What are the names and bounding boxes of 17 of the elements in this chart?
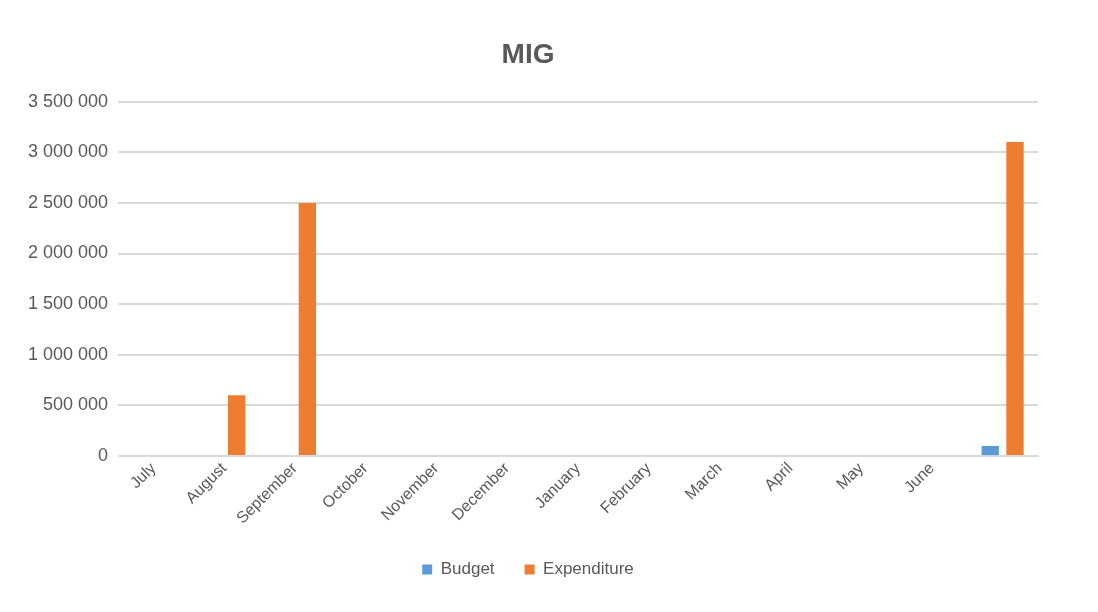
- y-tick-label: 500 000: [43, 394, 109, 415]
- y-tick-label: 1 000 000: [28, 343, 109, 364]
- legend-label: Expenditure: [543, 559, 634, 579]
- y-tick-label: 1 500 000: [28, 293, 109, 314]
- y-tick-label: 3 500 000: [28, 90, 109, 111]
- bar: [298, 202, 317, 456]
- x-tick-label: May: [832, 459, 867, 493]
- chart-title: MIG: [501, 37, 555, 69]
- y-tick-label: 2 500 000: [28, 191, 109, 212]
- y-tick-label: 0: [98, 445, 109, 466]
- y-tick-label: 3 000 000: [28, 141, 109, 162]
- y-tick-label: 2 000 000: [28, 242, 109, 263]
- bar: [227, 395, 246, 456]
- bar: [1006, 142, 1024, 456]
- legend-label: Budget: [440, 559, 495, 579]
- x-tick-label: July: [126, 459, 159, 492]
- bar: [981, 445, 999, 456]
